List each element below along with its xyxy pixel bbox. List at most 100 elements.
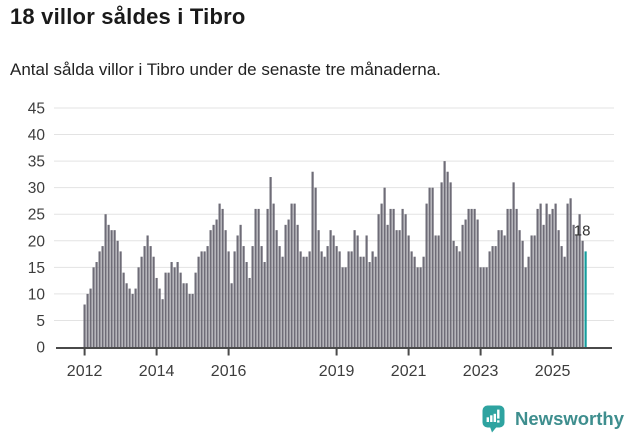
bar (335, 246, 338, 347)
bar (464, 219, 467, 347)
bar (533, 235, 536, 347)
bar (578, 214, 581, 347)
bar (173, 267, 176, 347)
newsworthy-logo-text: Newsworthy (515, 408, 624, 429)
highlighted-bar (584, 251, 587, 347)
chart-subtitle: Antal sålda villor i Tibro under de sena… (10, 60, 441, 79)
bar (290, 203, 293, 347)
bar (167, 272, 170, 347)
bar (227, 251, 230, 347)
bar (263, 262, 266, 347)
bar (482, 267, 485, 347)
bar (143, 246, 146, 347)
bar (248, 277, 251, 347)
bar (137, 267, 140, 347)
bar (569, 198, 572, 347)
bar (566, 203, 569, 347)
bar (380, 203, 383, 347)
bar (530, 235, 533, 347)
bar (449, 182, 452, 347)
bar (197, 256, 200, 347)
bar (371, 251, 374, 347)
bar (164, 272, 167, 347)
y-axis-tick-label: 15 (28, 260, 45, 277)
bar (212, 224, 215, 347)
y-axis-tick-label: 45 (28, 101, 45, 118)
bar (182, 283, 185, 347)
bar (230, 283, 233, 347)
bar (236, 235, 239, 347)
y-axis-tick-label: 10 (28, 286, 46, 303)
bar (404, 214, 407, 347)
bar (314, 187, 317, 347)
bar (383, 187, 386, 347)
bar (467, 208, 470, 347)
bar (386, 224, 389, 347)
bar (251, 246, 254, 347)
bar (326, 246, 329, 347)
bar (524, 267, 527, 347)
bar (158, 288, 161, 347)
bar (323, 256, 326, 347)
bar (353, 230, 356, 347)
bar (317, 230, 320, 347)
x-axis-tick-label: 2012 (67, 363, 103, 380)
bar (452, 240, 455, 347)
x-axis-tick-label: 2016 (211, 363, 247, 380)
bar (512, 182, 515, 347)
bar (458, 251, 461, 347)
bar (272, 203, 275, 347)
bar (116, 240, 119, 347)
bar (344, 267, 347, 347)
bar (362, 256, 365, 347)
x-axis-tick-label: 2014 (139, 363, 175, 380)
bar (359, 256, 362, 347)
bar (113, 230, 116, 347)
bar (347, 251, 350, 347)
y-axis-tick-label: 20 (28, 233, 46, 250)
bar (389, 208, 392, 347)
bar (554, 203, 557, 347)
bar (374, 256, 377, 347)
bar (401, 208, 404, 347)
bar (119, 251, 122, 347)
bar (257, 208, 260, 347)
bar (95, 262, 98, 347)
bar (329, 230, 332, 347)
bar (506, 208, 509, 347)
bar (419, 267, 422, 347)
bar (476, 219, 479, 347)
x-axis-tick-label: 2023 (463, 363, 499, 380)
bar (392, 208, 395, 347)
bar (407, 235, 410, 347)
bar (485, 267, 488, 347)
bar (413, 256, 416, 347)
bar (161, 299, 164, 347)
bar (128, 288, 131, 347)
bar (350, 251, 353, 347)
bar (299, 251, 302, 347)
bar (338, 251, 341, 347)
bar (233, 251, 236, 347)
bar (254, 208, 257, 347)
bar (218, 203, 221, 347)
bar (470, 208, 473, 347)
bar (494, 246, 497, 347)
bar (278, 246, 281, 347)
y-axis-tick-label: 30 (28, 180, 46, 197)
bar (125, 283, 128, 347)
bar (110, 230, 113, 347)
bar (176, 262, 179, 347)
bar (521, 240, 524, 347)
bar (503, 235, 506, 347)
newsworthy-logo[interactable]: Newsworthy (482, 405, 624, 433)
bar (479, 267, 482, 347)
bar (497, 230, 500, 347)
bar (86, 293, 89, 347)
bar (365, 235, 368, 347)
bar (575, 235, 578, 347)
bar (410, 251, 413, 347)
bar (293, 203, 296, 347)
